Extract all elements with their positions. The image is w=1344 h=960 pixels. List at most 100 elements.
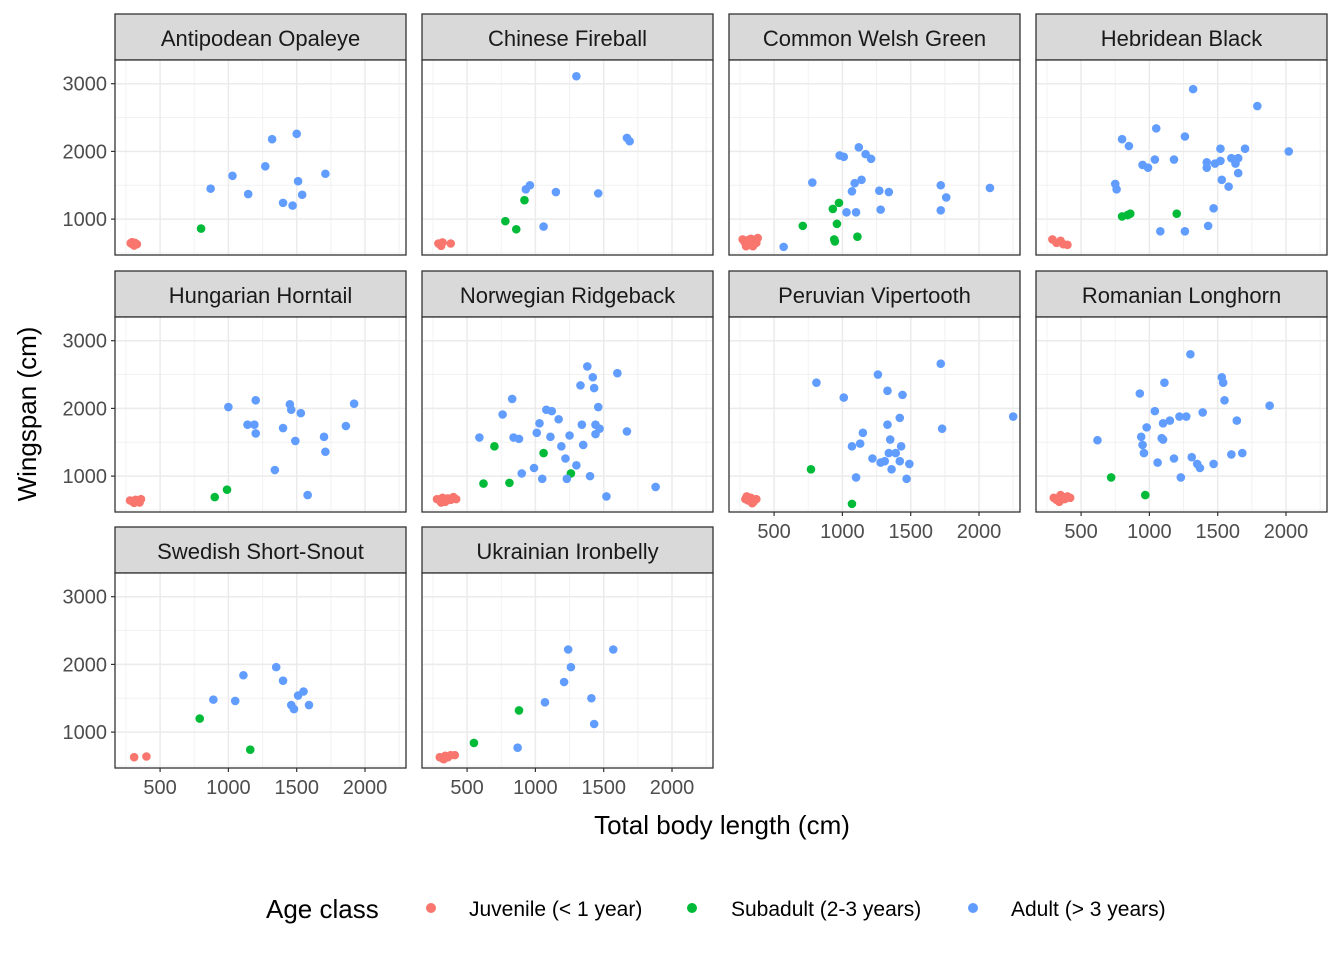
data-point — [1265, 401, 1274, 410]
data-point — [250, 420, 259, 429]
data-point — [587, 693, 596, 703]
y-tick-label: 2000 — [63, 654, 108, 676]
data-point — [539, 222, 548, 231]
data-point — [895, 456, 905, 466]
x-tick-label: 1500 — [581, 777, 626, 799]
data-point — [866, 154, 876, 164]
data-point — [278, 198, 288, 208]
panel-ukrainian-ironbelly: Ukrainian Ironbelly 500 1000 1500 2000 — [421, 526, 714, 799]
legend-title: Age class — [266, 894, 379, 924]
data-point — [812, 378, 821, 387]
data-point — [517, 469, 527, 478]
data-point — [578, 440, 588, 450]
data-point — [741, 241, 751, 251]
data-point — [1063, 240, 1072, 250]
facet-title: Hebridean Black — [1101, 26, 1263, 51]
data-point — [857, 175, 866, 185]
data-point — [1125, 209, 1135, 218]
data-point — [540, 698, 550, 707]
panel-border — [114, 572, 407, 769]
data-point — [436, 241, 446, 251]
y-tick-label: 3000 — [63, 587, 108, 609]
data-point — [451, 494, 461, 504]
data-point — [1237, 448, 1247, 458]
data-point — [505, 478, 514, 488]
facet-title: Antipodean Opaleye — [161, 26, 360, 51]
data-point — [446, 239, 455, 248]
data-point — [858, 428, 868, 438]
data-point — [747, 237, 757, 246]
y-tick-label: 3000 — [63, 74, 108, 96]
data-point — [127, 237, 137, 247]
data-point — [1136, 432, 1146, 442]
data-point — [1139, 448, 1149, 458]
data-point — [228, 171, 237, 181]
legend-entry-subadult: Subadult (2-3 years) — [687, 898, 921, 921]
data-point — [1008, 412, 1018, 421]
panel-swedish-short-snout: Swedish Short-Snout 1000 2000 3000 500 1000 15… — [63, 526, 407, 799]
data-point — [1150, 155, 1160, 164]
legend-key-juvenile — [426, 903, 436, 913]
data-point — [243, 420, 252, 429]
data-point — [1117, 134, 1127, 144]
data-point — [1165, 416, 1175, 425]
data-point — [589, 719, 599, 729]
panel-hebridean-black: Hebridean Black — [1035, 13, 1328, 256]
data-point — [1169, 155, 1179, 164]
legend-key-adult — [968, 903, 978, 913]
facet-title: Romanian Longhorn — [1082, 283, 1281, 308]
data-point — [585, 471, 595, 481]
data-point — [1176, 473, 1186, 482]
panels-layer: Antipodean Opaleye 1000 2000 3000 Chinese Fi… — [63, 13, 1328, 799]
data-point — [539, 448, 548, 458]
data-point — [439, 754, 449, 764]
data-point — [1220, 395, 1229, 405]
data-point — [239, 670, 248, 680]
facet-strip — [421, 13, 714, 61]
data-point — [251, 395, 261, 405]
data-point — [520, 195, 529, 205]
data-point — [832, 219, 842, 229]
panel-border — [728, 316, 1021, 513]
legend-key-subadult — [687, 903, 697, 913]
facet-strip — [114, 526, 407, 574]
data-point — [613, 368, 622, 378]
x-tick-label: 2000 — [957, 521, 1002, 543]
data-point — [798, 221, 808, 231]
y-tick-label: 2000 — [63, 141, 108, 163]
data-point — [851, 473, 861, 482]
data-point — [1169, 454, 1179, 463]
data-point — [475, 433, 484, 442]
data-point — [589, 383, 599, 393]
data-point — [1202, 163, 1212, 172]
x-tick-label: 1500 — [274, 777, 319, 799]
data-point — [847, 499, 857, 509]
data-point — [292, 129, 302, 139]
x-tick-label: 1000 — [206, 777, 251, 799]
y-tick-label: 3000 — [63, 331, 108, 353]
data-point — [876, 205, 885, 214]
data-point — [513, 743, 522, 752]
data-point — [1209, 459, 1218, 469]
panel-border — [114, 59, 407, 256]
data-point — [566, 662, 576, 672]
data-point — [304, 700, 314, 710]
data-point — [293, 176, 303, 186]
data-point — [1158, 435, 1168, 444]
x-axis-title: Total body length (cm) — [594, 810, 850, 840]
panel-border — [114, 316, 407, 513]
legend-entry-adult: Adult (> 3 years) — [968, 898, 1166, 921]
panel-antipodean-opaleye: Antipodean Opaleye 1000 2000 3000 — [63, 13, 407, 256]
data-point — [855, 439, 865, 448]
data-point — [828, 204, 838, 214]
x-tick-label: 500 — [450, 777, 483, 799]
data-point — [529, 463, 539, 473]
data-point — [196, 224, 206, 233]
panel-common-welsh-green: Common Welsh Green — [728, 13, 1021, 256]
data-point — [595, 424, 604, 434]
panel-border — [421, 572, 714, 769]
legend-label-juvenile: Juvenile (< 1 year) — [469, 898, 642, 921]
data-point — [206, 184, 215, 193]
data-point — [830, 237, 840, 246]
data-point — [880, 456, 890, 466]
